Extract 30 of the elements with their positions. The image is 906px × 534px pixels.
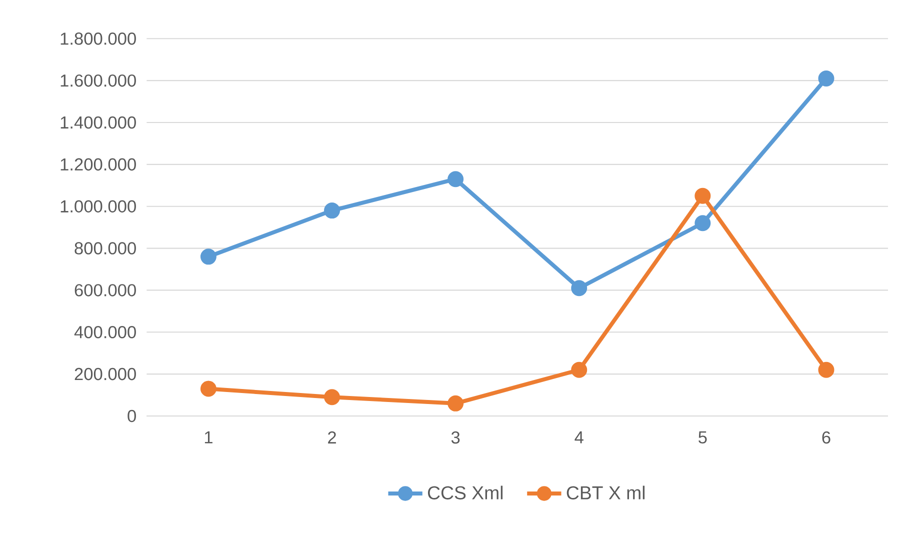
x-tick-label: 4 xyxy=(574,431,584,444)
point xyxy=(200,380,216,397)
y-tick-label: 400.000 xyxy=(74,326,136,338)
y-tick-label: 0 xyxy=(128,410,136,422)
y-tick-label: 1.800.000 xyxy=(60,32,136,45)
point xyxy=(818,70,834,86)
point xyxy=(448,395,464,412)
point xyxy=(571,280,588,296)
y-tick-label: 800.000 xyxy=(74,242,136,254)
legend-label: CBT X ml xyxy=(566,486,645,500)
point xyxy=(694,188,711,204)
y-tick-label: 1.600.000 xyxy=(60,74,136,87)
point xyxy=(200,248,216,265)
point xyxy=(324,389,340,406)
y-tick-label: 1.400.000 xyxy=(60,116,136,129)
legend-label: CCS Xml xyxy=(428,486,503,500)
x-tick-label: 6 xyxy=(822,431,830,444)
y-tick-label: 1.000.000 xyxy=(60,200,136,212)
x-tick-label: 5 xyxy=(698,431,707,444)
point xyxy=(818,362,834,378)
x-tick-label: 2 xyxy=(328,431,336,444)
x-tick-label: 1 xyxy=(204,431,212,444)
y-tick-label: 200.000 xyxy=(74,368,136,380)
point xyxy=(324,202,340,219)
y-tick-label: 600.000 xyxy=(74,284,136,296)
y-tick-label: 1.200.000 xyxy=(60,158,136,171)
point xyxy=(448,171,464,188)
x-tick-label: 3 xyxy=(451,431,460,444)
point xyxy=(694,215,711,232)
point xyxy=(571,362,588,378)
